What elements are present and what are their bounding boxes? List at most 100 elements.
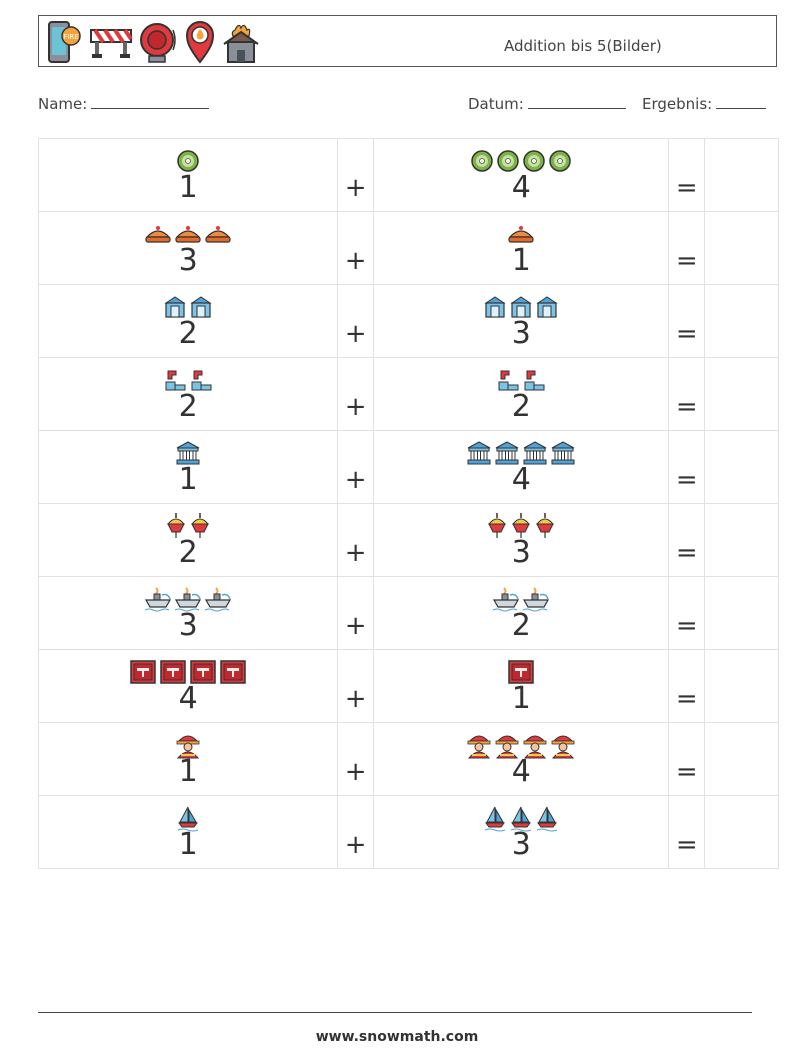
left-number: 4 <box>178 681 198 716</box>
right-picture-group <box>374 441 668 469</box>
right-picture-group <box>374 295 668 323</box>
right-picture-group <box>374 368 668 396</box>
exercise-row: 1 +4 = <box>37 430 779 504</box>
building-columns-icon <box>175 440 201 470</box>
firefighter-icon <box>175 731 201 763</box>
right-picture-group <box>374 512 668 544</box>
footer-url: www.snowmath.com <box>315 1029 479 1045</box>
answer-cell[interactable] <box>704 722 779 796</box>
right-picture-group <box>374 587 668 615</box>
plus-cell: + <box>337 576 375 650</box>
answer-cell[interactable] <box>704 357 779 431</box>
building-columns-icon <box>522 440 548 470</box>
plus-sign: + <box>344 830 367 860</box>
fire-boat-icon <box>144 585 172 617</box>
equals-cell: = <box>668 503 706 577</box>
answer-cell[interactable] <box>704 503 779 577</box>
date-field[interactable]: Datum: <box>468 94 626 113</box>
fire-boat-icon <box>492 585 520 617</box>
right-operand-cell: 3 <box>373 503 670 577</box>
kiwi-icon <box>470 149 494 177</box>
left-operand-cell: 2 <box>37 357 339 431</box>
equals-sign: = <box>675 319 698 349</box>
right-operand-cell: 2 <box>373 576 670 650</box>
building-columns-icon <box>466 440 492 470</box>
plus-sign: + <box>344 757 367 787</box>
left-number: 1 <box>178 462 198 497</box>
right-number: 2 <box>511 389 531 424</box>
buoy-icon <box>189 512 211 544</box>
equals-cell: = <box>668 722 706 796</box>
date-line[interactable] <box>527 94 626 109</box>
buoy-icon <box>165 512 187 544</box>
right-operand-cell: 3 <box>373 795 670 869</box>
left-picture-group <box>39 806 337 834</box>
kiwi-icon <box>496 149 520 177</box>
exercise-row: 1 +4 = <box>37 138 779 212</box>
left-picture-group <box>39 512 337 544</box>
name-field[interactable]: Name: <box>38 94 210 113</box>
hydrant-box-icon <box>159 658 187 690</box>
equals-sign: = <box>675 757 698 787</box>
right-number: 3 <box>511 827 531 862</box>
answer-cell[interactable] <box>704 649 779 723</box>
result-line[interactable] <box>716 94 767 109</box>
plus-sign: + <box>344 538 367 568</box>
equals-cell: = <box>668 795 706 869</box>
svg-text:FIRE: FIRE <box>63 33 78 41</box>
left-operand-cell: 1 <box>37 138 339 212</box>
plus-sign: + <box>344 611 367 641</box>
fire-station-icon <box>509 295 533 323</box>
firefighter-icon <box>550 731 576 763</box>
plus-cell: + <box>337 649 375 723</box>
exercise-row: 2 +2 = <box>37 357 779 431</box>
right-operand-cell: 3 <box>373 284 670 358</box>
answer-cell[interactable] <box>704 430 779 504</box>
worksheet-header: FIRE Addition bis 5(Bilder) <box>38 15 777 67</box>
equals-sign: = <box>675 830 698 860</box>
right-operand-cell: 4 <box>373 430 670 504</box>
equals-sign: = <box>675 611 698 641</box>
pipe-icon <box>163 368 187 396</box>
left-operand-cell: 3 <box>37 211 339 285</box>
buoy-icon <box>534 512 556 544</box>
answer-cell[interactable] <box>704 138 779 212</box>
fire-station-icon <box>163 295 187 323</box>
exercise-row: 1 +4 = <box>37 722 779 796</box>
plus-sign: + <box>344 319 367 349</box>
result-field[interactable]: Ergebnis: <box>642 94 767 113</box>
pipe-icon <box>522 368 546 396</box>
right-operand-cell: 4 <box>373 138 670 212</box>
plus-cell: + <box>337 503 375 577</box>
right-number: 3 <box>511 535 531 570</box>
equals-sign: = <box>675 684 698 714</box>
building-columns-icon <box>494 440 520 470</box>
fire-location-pin-icon <box>185 21 215 64</box>
right-number: 3 <box>511 316 531 351</box>
sailboat-icon <box>176 804 200 836</box>
exercise-row: 3 +2 = <box>37 576 779 650</box>
exercise-table: 1 +4 = 3 +1 = 2 +3 = 2 +2 = 1 +4 = 2 +3 = 3 +2 = 4 +1 = 1 +4 = 1 +3 = <box>37 138 779 869</box>
answer-cell[interactable] <box>704 576 779 650</box>
answer-cell[interactable] <box>704 211 779 285</box>
right-picture-group <box>374 806 668 834</box>
fire-alarm-icon <box>140 23 176 63</box>
pie-icon <box>204 223 232 249</box>
left-picture-group <box>39 441 337 469</box>
exercise-row: 3 +1 = <box>37 211 779 285</box>
result-label: Ergebnis: <box>642 95 713 113</box>
fire-boat-icon <box>522 585 550 617</box>
name-line[interactable] <box>91 94 210 109</box>
left-operand-cell: 3 <box>37 576 339 650</box>
answer-cell[interactable] <box>704 795 779 869</box>
exercise-row: 2 +3 = <box>37 503 779 577</box>
page-title: Addition bis 5(Bilder) <box>504 37 662 55</box>
left-number: 2 <box>178 316 198 351</box>
building-columns-icon <box>550 440 576 470</box>
answer-cell[interactable] <box>704 284 779 358</box>
buoy-icon <box>510 512 532 544</box>
fire-boat-icon <box>204 585 232 617</box>
firefighter-icon <box>494 731 520 763</box>
equals-cell: = <box>668 576 706 650</box>
date-label: Datum: <box>468 95 524 113</box>
